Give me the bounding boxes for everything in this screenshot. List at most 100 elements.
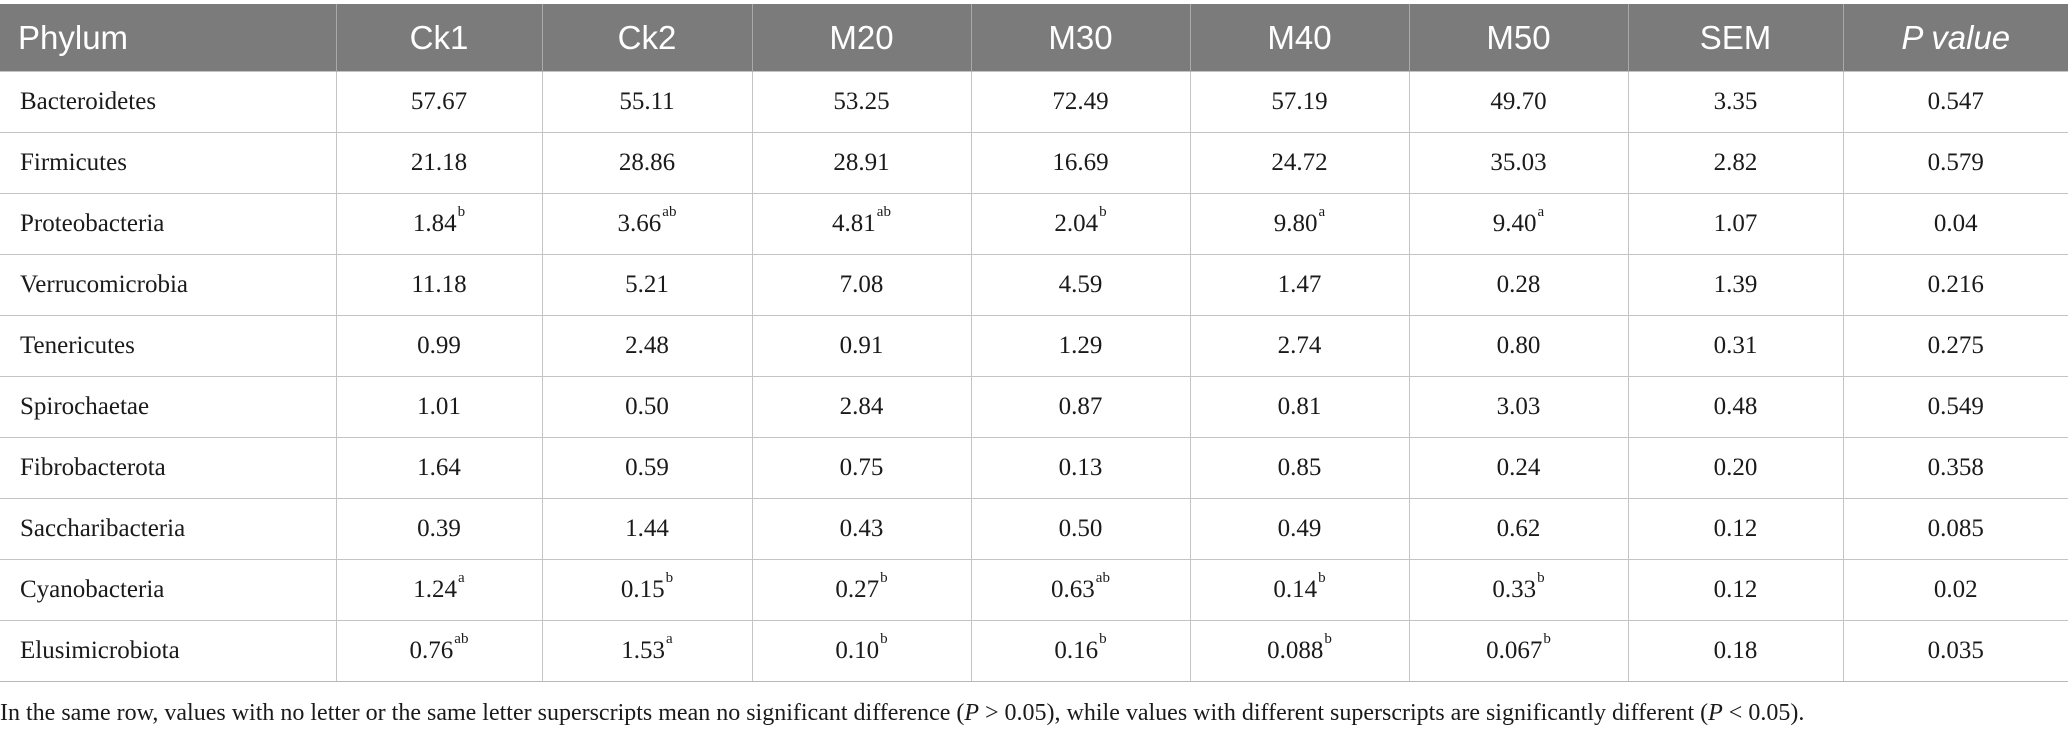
cell-value: 0.579 (1927, 149, 1984, 176)
cell-value: 0.28 (1496, 271, 1541, 298)
cell-value: 1.44 (625, 515, 669, 542)
value-cell: 1.07 (1627, 193, 1844, 255)
cell-value: 28.86 (618, 149, 676, 176)
value-cell: 0.33b (1408, 559, 1629, 621)
cell-value: 0.81 (1277, 393, 1322, 420)
cell-value: 4.81 (832, 210, 876, 237)
value-cell: 0.18 (1627, 620, 1844, 682)
value-cell: 11.18 (335, 254, 543, 316)
phylum-name-cell: Proteobacteria (0, 193, 337, 255)
value-cell: 0.275 (1842, 315, 2068, 377)
value-cell: 0.48 (1627, 376, 1844, 438)
table-row: Elusimicrobiota 0.76ab 1.53a 0.10b 0.16b 0.08… (0, 620, 2068, 682)
value-cell: 1.53a (541, 620, 753, 682)
value-cell: 1.24a (335, 559, 543, 621)
cell-value: 1.01 (417, 393, 461, 420)
value-cell: 0.216 (1842, 254, 2068, 316)
value-cell: 9.40a (1408, 193, 1629, 255)
cell-value: 28.91 (833, 149, 890, 176)
table-row: Proteobacteria 1.84b 3.66ab 4.81ab 2.04b 9.80… (0, 193, 2068, 255)
value-cell: 0.27b (751, 559, 972, 621)
cell-value: 1.29 (1058, 332, 1103, 359)
phylum-abundance-table: Phylum Ck1 Ck2 M20 M30 M40 M50 SEM P val… (0, 4, 2068, 682)
cell-value: 1.24 (413, 576, 458, 603)
header-m50: M50 (1408, 4, 1629, 72)
cell-value: 16.69 (1052, 149, 1109, 176)
cell-value: 0.49 (1277, 515, 1322, 542)
value-cell: 57.67 (335, 71, 543, 133)
value-cell: 0.547 (1842, 71, 2068, 133)
table-row: Cyanobacteria 1.24a 0.15b 0.27b 0.63ab 0.14b 0… (0, 559, 2068, 621)
significance-superscript: b (1099, 631, 1107, 647)
value-cell: 0.50 (541, 376, 753, 438)
value-cell: 0.99 (335, 315, 543, 377)
cell-value: 0.48 (1713, 393, 1758, 420)
value-cell: 0.20 (1627, 437, 1844, 499)
significance-superscript: b (1318, 570, 1326, 586)
value-cell: 1.47 (1189, 254, 1410, 316)
table-row: Bacteroidetes 57.67 55.11 53.25 72.49 57.19 49… (0, 71, 2068, 133)
cell-value: 0.50 (1058, 515, 1103, 542)
cell-value: 0.358 (1927, 454, 1984, 481)
significance-superscript: a (458, 570, 465, 586)
significance-superscript: a (1537, 204, 1545, 220)
data-table-container: Phylum Ck1 Ck2 M20 M30 M40 M50 SEM P val… (0, 4, 2068, 682)
cell-value: 0.87 (1058, 393, 1103, 420)
value-cell: 0.50 (970, 498, 1191, 560)
significance-superscript: b (880, 570, 888, 586)
footnote-p-symbol-1: P (964, 700, 980, 726)
cell-value: 0.27 (835, 576, 880, 603)
cell-value: 0.10 (835, 637, 880, 664)
value-cell: 57.19 (1189, 71, 1410, 133)
cell-value: 9.40 (1492, 210, 1537, 237)
value-cell: 0.31 (1627, 315, 1844, 377)
value-cell: 2.74 (1189, 315, 1410, 377)
value-cell: 21.18 (335, 132, 543, 194)
value-cell: 1.01 (335, 376, 543, 438)
cell-value: 0.39 (417, 515, 461, 542)
phylum-name-cell: Firmicutes (0, 132, 337, 194)
header-sem: SEM (1627, 4, 1844, 72)
cell-value: 11.18 (411, 271, 467, 298)
cell-value: 3.66 (617, 210, 662, 237)
cell-value: 0.12 (1713, 515, 1758, 542)
cell-value: 57.67 (410, 88, 468, 115)
significance-superscript: b (1537, 570, 1545, 586)
cell-value: 72.49 (1052, 88, 1109, 115)
cell-value: 0.20 (1713, 454, 1758, 481)
value-cell: 0.13 (970, 437, 1191, 499)
cell-value: 0.02 (1933, 576, 1978, 603)
value-cell: 0.62 (1408, 498, 1629, 560)
value-cell: 0.14b (1189, 559, 1410, 621)
value-cell: 2.04b (970, 193, 1191, 255)
cell-value: 0.085 (1927, 515, 1984, 542)
table-row: Tenericutes 0.99 2.48 0.91 1.29 2.74 0.80 0.31 0… (0, 315, 2068, 377)
phylum-name-cell: Bacteroidetes (0, 71, 337, 133)
phylum-name-cell: Elusimicrobiota (0, 620, 337, 682)
value-cell: 2.84 (751, 376, 972, 438)
cell-value: 0.62 (1496, 515, 1541, 542)
significance-superscript: b (665, 570, 674, 586)
value-cell: 0.12 (1627, 498, 1844, 560)
value-cell: 28.86 (541, 132, 753, 194)
cell-value: 0.088 (1267, 637, 1324, 664)
value-cell: 0.39 (335, 498, 543, 560)
significance-superscript: b (1099, 204, 1107, 220)
value-cell: 0.04 (1842, 193, 2068, 255)
value-cell: 0.85 (1189, 437, 1410, 499)
value-cell: 9.80a (1189, 193, 1410, 255)
significance-superscript: b (880, 631, 888, 647)
value-cell: 0.358 (1842, 437, 2068, 499)
cell-value: 0.63 (1051, 576, 1095, 603)
cell-value: 0.275 (1927, 332, 1984, 359)
cell-value: 0.13 (1058, 454, 1103, 481)
cell-value: 0.18 (1713, 637, 1758, 664)
value-cell: 3.03 (1408, 376, 1629, 438)
phylum-name-cell: Tenericutes (0, 315, 337, 377)
value-cell: 49.70 (1408, 71, 1629, 133)
phylum-name-cell: Cyanobacteria (0, 559, 337, 621)
cell-value: 0.76 (409, 637, 454, 664)
value-cell: 1.64 (335, 437, 543, 499)
cell-value: 5.21 (625, 271, 669, 298)
cell-value: 1.39 (1713, 271, 1758, 298)
